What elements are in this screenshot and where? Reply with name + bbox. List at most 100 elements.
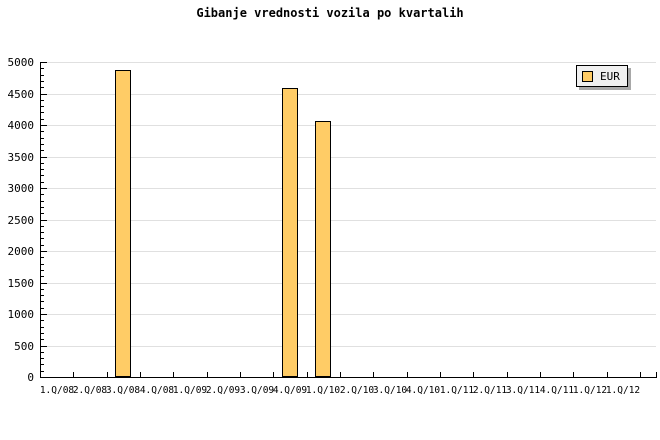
x-axis-label: 3.Q/11 xyxy=(505,385,541,396)
y-gridline xyxy=(40,94,656,95)
y-minor-tick xyxy=(41,276,44,277)
y-gridline xyxy=(40,125,656,126)
x-boundary-tick xyxy=(340,372,341,377)
y-gridline xyxy=(40,62,656,63)
x-axis-label: 4.Q/08 xyxy=(139,385,175,396)
x-axis-label: 1.Q/09 xyxy=(172,385,208,396)
y-minor-tick xyxy=(41,75,44,76)
y-minor-tick xyxy=(41,119,44,120)
y-major-tick xyxy=(41,62,47,63)
y-major-tick xyxy=(41,377,47,378)
legend-swatch-eur xyxy=(582,70,593,82)
y-minor-tick xyxy=(41,131,44,132)
y-minor-tick xyxy=(41,270,44,271)
y-minor-tick xyxy=(41,100,44,101)
x-axis-label: 2.Q/09 xyxy=(205,385,241,396)
y-major-tick xyxy=(41,125,47,126)
y-major-tick xyxy=(41,188,47,189)
bar-1.Q/10 xyxy=(315,121,331,377)
y-minor-tick xyxy=(41,308,44,309)
x-boundary-tick xyxy=(40,372,41,377)
y-minor-tick xyxy=(41,364,44,365)
y-major-tick xyxy=(41,220,47,221)
y-axis-label: 3000 xyxy=(7,182,35,195)
x-axis-label: 2.Q/08 xyxy=(72,385,108,396)
x-axis-label: 2.Q/10 xyxy=(339,385,375,396)
y-axis-label: 1500 xyxy=(7,277,35,290)
x-boundary-tick xyxy=(573,372,574,377)
y-minor-tick xyxy=(41,182,44,183)
x-boundary-tick xyxy=(273,372,274,377)
x-axis-label: 3.Q/09 xyxy=(239,385,275,396)
y-gridline xyxy=(40,220,656,221)
y-axis-label: 500 xyxy=(14,340,34,353)
y-minor-tick xyxy=(41,207,44,208)
x-axis-label: 2.Q/11 xyxy=(472,385,508,396)
y-minor-tick xyxy=(41,194,44,195)
y-minor-tick xyxy=(41,320,44,321)
y-major-tick xyxy=(41,94,47,95)
x-axis-label: 4.Q/09 xyxy=(272,385,308,396)
x-boundary-tick xyxy=(407,372,408,377)
y-major-tick xyxy=(41,157,47,158)
y-minor-tick xyxy=(41,213,44,214)
y-minor-tick xyxy=(41,163,44,164)
y-minor-tick xyxy=(41,301,44,302)
y-major-tick xyxy=(41,283,47,284)
x-boundary-tick xyxy=(507,372,508,377)
y-minor-tick xyxy=(41,371,44,372)
x-boundary-tick xyxy=(307,372,308,377)
y-minor-tick xyxy=(41,245,44,246)
x-axis-label: 1.Q/10 xyxy=(305,385,341,396)
y-minor-tick xyxy=(41,87,44,88)
x-boundary-tick xyxy=(73,372,74,377)
y-minor-tick xyxy=(41,112,44,113)
x-axis-line xyxy=(40,377,657,378)
y-axis-label: 4500 xyxy=(7,88,35,101)
y-gridline xyxy=(40,346,656,347)
x-boundary-tick xyxy=(640,372,641,377)
y-minor-tick xyxy=(41,238,44,239)
chart-title: Gibanje vrednosti vozila po kvartalih xyxy=(196,6,464,20)
x-boundary-tick xyxy=(173,372,174,377)
y-minor-tick xyxy=(41,333,44,334)
y-minor-tick xyxy=(41,257,44,258)
legend-label: EUR xyxy=(600,69,620,83)
y-minor-tick xyxy=(41,226,44,227)
y-gridline xyxy=(40,251,656,252)
y-minor-tick xyxy=(41,289,44,290)
y-axis-label: 3500 xyxy=(7,151,35,164)
x-boundary-tick xyxy=(373,372,374,377)
y-minor-tick xyxy=(41,232,44,233)
y-minor-tick xyxy=(41,339,44,340)
x-axis-label: 1.Q/08 xyxy=(39,385,75,396)
y-minor-tick xyxy=(41,81,44,82)
x-boundary-tick xyxy=(607,372,608,377)
y-gridline xyxy=(40,314,656,315)
y-major-tick xyxy=(41,251,47,252)
y-minor-tick xyxy=(41,201,44,202)
y-minor-tick xyxy=(41,169,44,170)
x-boundary-tick xyxy=(207,372,208,377)
x-axis-label: 1.Q/12 xyxy=(572,385,608,396)
y-minor-tick xyxy=(41,68,44,69)
legend: EUR xyxy=(576,65,628,87)
x-axis-label: 3.Q/08 xyxy=(105,385,141,396)
y-minor-tick xyxy=(41,150,44,151)
y-gridline xyxy=(40,188,656,189)
bar-4.Q/09 xyxy=(282,88,298,377)
x-axis-label: 3.Q/10 xyxy=(372,385,408,396)
x-axis-label: 1.Q/11 xyxy=(439,385,475,396)
y-axis-label: 5000 xyxy=(7,56,35,69)
y-axis-line xyxy=(40,62,41,377)
y-minor-tick xyxy=(41,358,44,359)
y-minor-tick xyxy=(41,138,44,139)
x-boundary-tick xyxy=(440,372,441,377)
y-major-tick xyxy=(41,346,47,347)
y-gridline xyxy=(40,157,656,158)
x-boundary-tick xyxy=(240,372,241,377)
x-boundary-tick xyxy=(140,372,141,377)
y-axis-label: 2000 xyxy=(7,245,35,258)
y-axis-label: 0 xyxy=(27,371,34,384)
